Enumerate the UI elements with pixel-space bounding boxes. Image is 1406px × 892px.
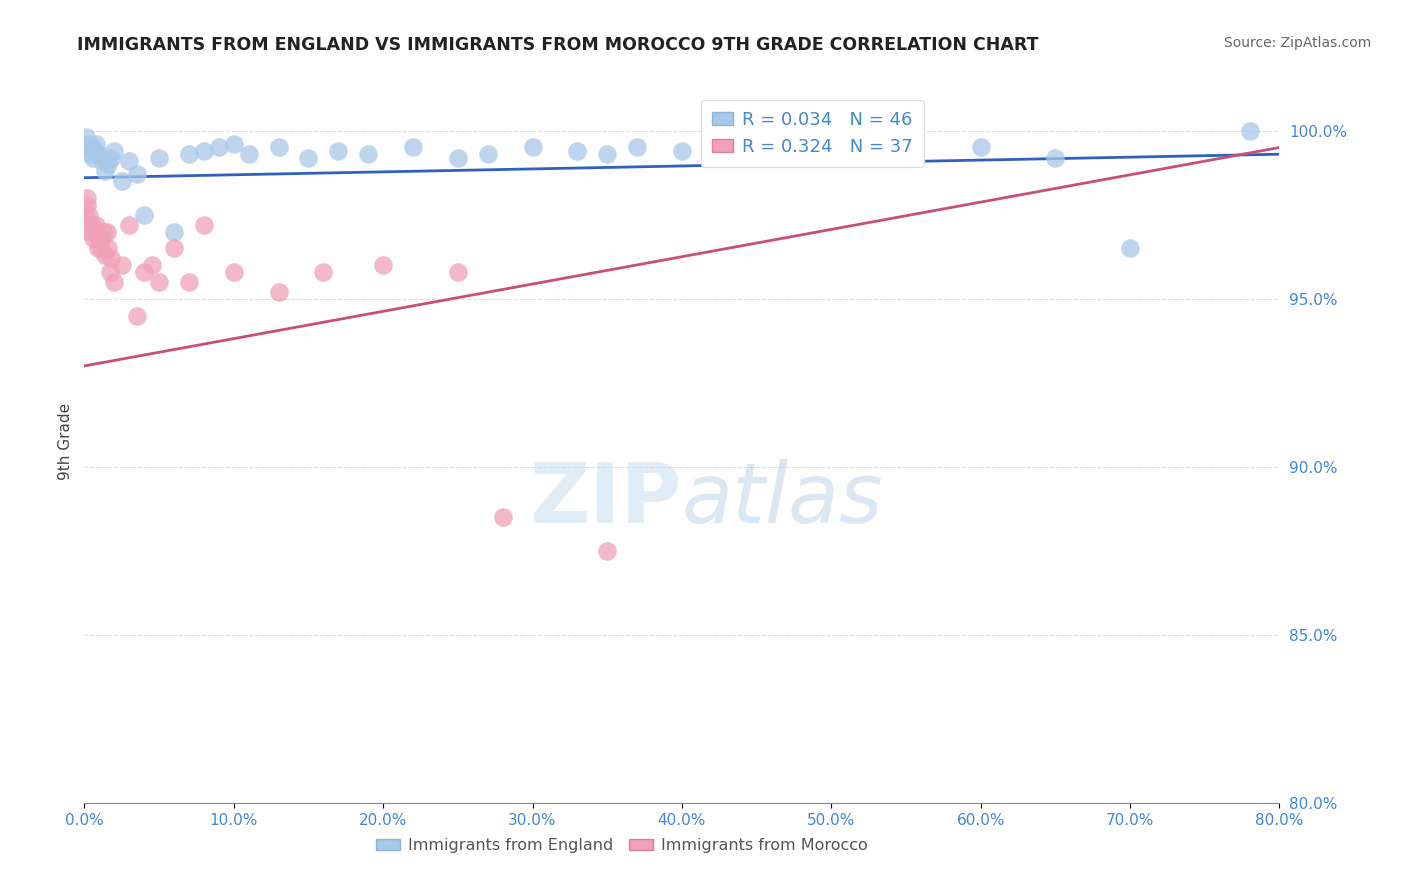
Point: [89, 231, 111, 245]
Point: [82, 231, 104, 245]
Point: [492, 510, 515, 524]
Legend: Immigrants from England, Immigrants from Morocco: Immigrants from England, Immigrants from…: [370, 832, 875, 860]
Point: [522, 140, 544, 154]
Point: [567, 144, 589, 158]
Point: [83, 144, 105, 158]
Point: [297, 151, 319, 165]
Point: [402, 140, 425, 154]
Point: [91, 153, 114, 168]
Point: [100, 151, 122, 165]
Point: [267, 140, 290, 154]
Point: [671, 144, 693, 158]
Point: [75, 218, 97, 232]
Point: [76, 191, 98, 205]
Point: [125, 167, 148, 181]
Point: [222, 137, 245, 152]
Point: [626, 140, 648, 154]
Point: [716, 147, 738, 161]
Point: [373, 258, 395, 272]
Point: [103, 144, 125, 158]
Point: [790, 151, 813, 165]
Point: [103, 275, 125, 289]
Point: [312, 265, 335, 279]
Point: [75, 208, 97, 222]
Point: [79, 147, 101, 161]
Point: [86, 218, 108, 232]
Point: [1239, 124, 1261, 138]
Point: [111, 258, 134, 272]
Point: [132, 265, 156, 279]
Point: [87, 241, 110, 255]
Point: [86, 137, 108, 152]
Y-axis label: 9th Grade: 9th Grade: [58, 403, 73, 480]
Point: [83, 225, 105, 239]
Point: [93, 225, 115, 239]
Point: [357, 147, 380, 161]
Point: [90, 241, 112, 255]
Point: [1045, 151, 1067, 165]
Point: [100, 252, 122, 266]
Text: IMMIGRANTS FROM ENGLAND VS IMMIGRANTS FROM MOROCCO 9TH GRADE CORRELATION CHART: IMMIGRANTS FROM ENGLAND VS IMMIGRANTS FR…: [77, 36, 1039, 54]
Point: [132, 208, 156, 222]
Point: [96, 225, 118, 239]
Point: [97, 157, 120, 171]
Point: [77, 137, 100, 152]
Text: atlas: atlas: [682, 458, 883, 540]
Point: [76, 197, 98, 211]
Point: [80, 140, 103, 154]
Point: [163, 241, 186, 255]
Point: [177, 275, 200, 289]
Point: [596, 543, 619, 558]
Point: [328, 144, 350, 158]
Point: [477, 147, 499, 161]
Point: [75, 130, 97, 145]
Point: [76, 140, 98, 154]
Point: [118, 218, 141, 232]
Point: [77, 208, 100, 222]
Point: [238, 147, 260, 161]
Point: [208, 140, 231, 154]
Point: [125, 309, 148, 323]
Point: [970, 140, 993, 154]
Point: [82, 151, 104, 165]
Point: [1119, 241, 1142, 255]
Text: Source: ZipAtlas.com: Source: ZipAtlas.com: [1223, 36, 1371, 50]
Point: [94, 248, 117, 262]
Point: [222, 265, 245, 279]
Point: [89, 147, 111, 161]
Point: [79, 225, 101, 239]
Point: [148, 275, 170, 289]
Point: [91, 231, 114, 245]
Point: [94, 164, 117, 178]
Point: [163, 225, 186, 239]
Point: [193, 144, 215, 158]
Point: [118, 153, 141, 168]
Point: [596, 147, 619, 161]
Point: [111, 174, 134, 188]
Text: ZIP: ZIP: [530, 458, 682, 540]
Point: [894, 147, 917, 161]
Point: [97, 241, 120, 255]
Point: [80, 218, 103, 232]
Point: [447, 151, 470, 165]
Point: [745, 140, 768, 154]
Point: [447, 265, 470, 279]
Point: [820, 144, 842, 158]
Point: [193, 218, 215, 232]
Point: [148, 151, 170, 165]
Point: [141, 258, 163, 272]
Point: [267, 285, 290, 299]
Point: [177, 147, 200, 161]
Point: [98, 265, 121, 279]
